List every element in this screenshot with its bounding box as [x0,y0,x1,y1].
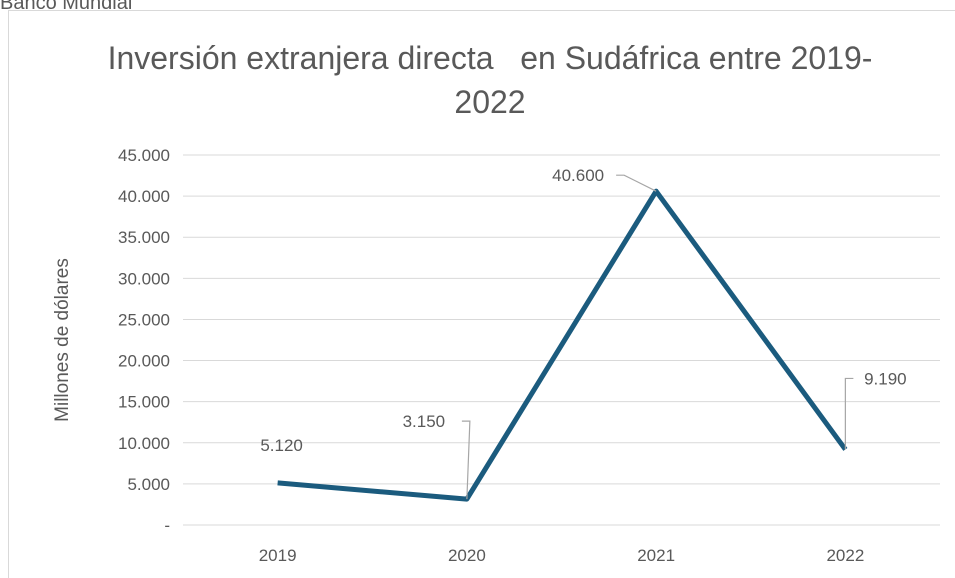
x-tick-label: 2021 [637,546,675,565]
y-tick-label: 10.000 [118,434,170,453]
chart-title: Inversión extranjera directa en Sudáfric… [107,40,873,120]
y-tick-label: 20.000 [118,352,170,371]
x-tick-label: 2019 [259,546,297,565]
source: Banco Mundial [0,0,132,14]
leader-line [616,174,657,192]
data-label: 5.120 [260,436,303,455]
data-line [277,188,848,502]
leader-line [844,377,854,450]
data-label: 40.600 [552,166,604,185]
y-tick-label: 30.000 [118,269,170,288]
x-tick-label: 2020 [448,546,486,565]
x-tick-label: 2022 [826,546,864,565]
leader-line [461,420,471,500]
y-axis-label: Millones de dólares [52,258,73,422]
y-tick-label: 25.000 [118,310,170,329]
data-label: 3.150 [403,412,446,431]
data-label: 9.190 [864,369,907,388]
y-tick-label: 35.000 [118,228,170,247]
y-tick-label: 40.000 [118,187,170,206]
y-tick-label: 45.000 [118,146,170,165]
y-tick-label: - [164,516,170,535]
y-tick-label: 15.000 [118,393,170,412]
y-tick-label: 5.000 [127,475,170,494]
